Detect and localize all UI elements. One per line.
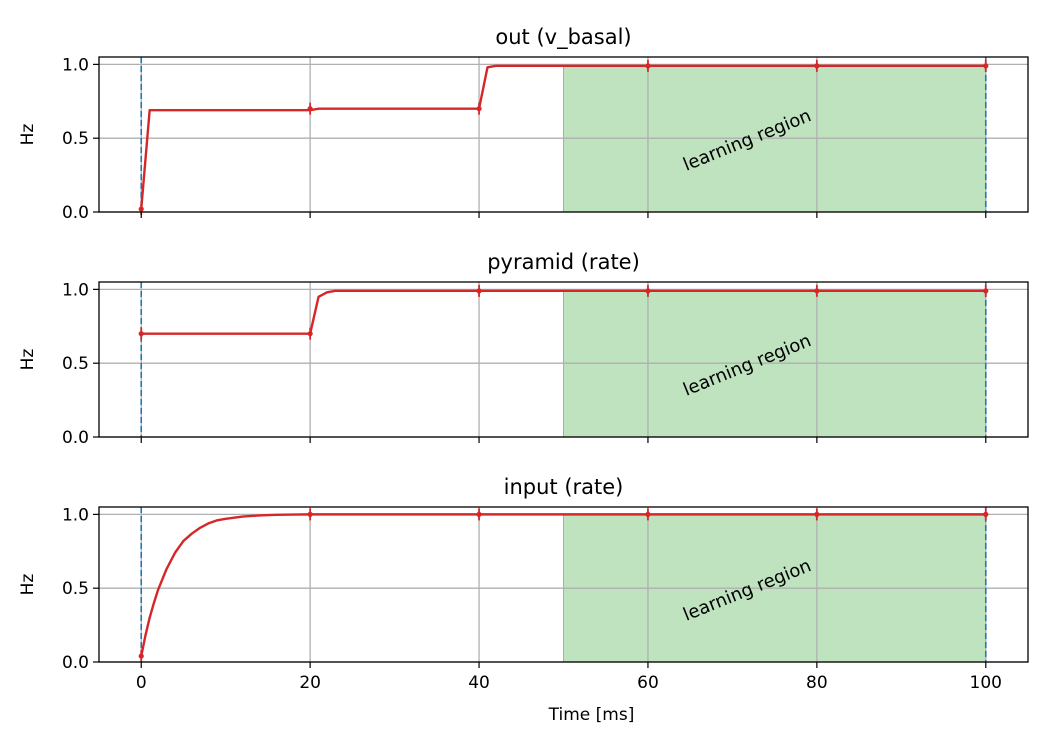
marker-dot <box>138 206 144 212</box>
marker-dot <box>814 511 820 517</box>
y-tick-label: 0.0 <box>62 428 89 448</box>
y-axis-label: Hz <box>18 349 38 371</box>
marker-dot <box>307 511 313 517</box>
marker-dot <box>307 106 313 112</box>
subplot-title: input (rate) <box>504 475 624 499</box>
y-tick-label: 1.0 <box>62 505 89 525</box>
marker-dot <box>307 331 313 337</box>
axes-frame <box>98 281 1029 438</box>
marker-dot <box>645 511 651 517</box>
y-tick-label: 0.5 <box>62 129 89 149</box>
x-tick-label: 60 <box>637 673 659 693</box>
x-axis-label: Time [ms] <box>548 705 635 725</box>
series-line <box>140 513 986 657</box>
y-tick-label: 1.0 <box>62 55 89 75</box>
marker-dot <box>645 63 651 69</box>
subplot-title: out (v_basal) <box>495 25 631 50</box>
y-tick-label: 0.5 <box>62 354 89 374</box>
x-tick-label: 40 <box>468 673 490 693</box>
x-tick-label: 20 <box>299 673 321 693</box>
series-line <box>140 64 986 210</box>
y-tick-label: 1.0 <box>62 280 89 300</box>
marker-dot <box>983 63 989 69</box>
marker-dot <box>476 106 482 112</box>
marker-dot <box>983 288 989 294</box>
x-tick-label: 100 <box>970 673 1002 693</box>
marker-dot <box>645 288 651 294</box>
axes-frame <box>98 506 1029 663</box>
marker-dot <box>814 63 820 69</box>
y-tick-label: 0.0 <box>62 653 89 673</box>
x-tick-label: 80 <box>806 673 828 693</box>
marker-dot <box>138 653 144 659</box>
x-tick-label: 0 <box>136 673 147 693</box>
series-line <box>141 289 986 335</box>
marker-dot <box>983 511 989 517</box>
subplot-3: 0.0 0.5 1.0 0 20 40 60 80 100 input (rate) Hz Time … <box>18 475 1029 725</box>
marker-dot <box>814 288 820 294</box>
learning-region-band <box>563 65 987 213</box>
subplot-title: pyramid (rate) <box>487 250 640 274</box>
y-axis-label: Hz <box>18 124 38 146</box>
marker-dot <box>138 331 144 337</box>
marker-dot <box>476 511 482 517</box>
axes-frame <box>98 56 1029 213</box>
y-tick-label: 0.0 <box>62 203 89 223</box>
y-tick-label: 0.5 <box>62 579 89 599</box>
marker-dot <box>476 288 482 294</box>
y-axis-label: Hz <box>18 574 38 596</box>
